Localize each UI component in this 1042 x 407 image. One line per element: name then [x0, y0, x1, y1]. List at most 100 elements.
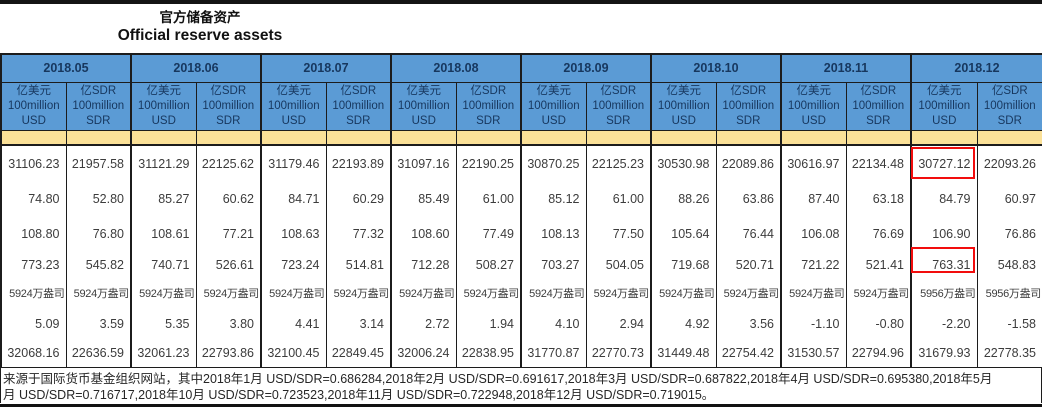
data-cell: -2.20 [910, 307, 978, 340]
band-cell [390, 130, 457, 146]
unit-usd-header-cell: 亿美元 100million USD [130, 82, 197, 131]
data-cell: 85.12 [520, 181, 587, 216]
table-row: 5.09 3.59 5.35 3.80 4.41 3.14 2.72 1.94 4.10 2.94… [0, 307, 1042, 340]
table-row: 5924万盎司 5924万盎司 5924万盎司 5924万盎司 5924万盎司 5924万… [0, 279, 1042, 307]
data-cell: 22794.96 [845, 340, 912, 367]
data-cell: 31106.23 [0, 145, 67, 181]
band-cell [260, 130, 327, 146]
top-crop-strip [0, 0, 1042, 4]
data-cell: 108.63 [260, 216, 327, 251]
unit-sdr-header-cell: 亿SDR 100million SDR [585, 82, 652, 131]
band-cell [455, 130, 522, 146]
data-cell: 76.69 [845, 216, 912, 251]
unit-usd-header-cell: 亿美元 100million USD [910, 82, 978, 131]
data-cell: 22770.73 [585, 340, 652, 367]
data-cell: 63.18 [845, 181, 912, 216]
unit-usd-header-cell: 亿美元 100million USD [0, 82, 67, 131]
data-cell: 76.80 [65, 216, 132, 251]
data-cell: 31770.87 [520, 340, 587, 367]
data-cell: 31679.93 [910, 340, 978, 367]
data-cell: 526.61 [195, 251, 262, 279]
unit-sdr-header-cell: 亿SDR 100million SDR [325, 82, 392, 131]
data-cell: 5956万盎司 [910, 279, 978, 307]
unit-usd-header-cell: 亿美元 100million USD [260, 82, 327, 131]
data-cell: 5956万盎司 [976, 279, 1042, 307]
data-cell: 723.24 [260, 251, 327, 279]
data-cell: 31097.16 [390, 145, 457, 181]
data-cell: 74.80 [0, 181, 67, 216]
band-cell [845, 130, 912, 146]
month-header-2018-12: 2018.12 [910, 54, 1042, 83]
data-cell: 504.05 [585, 251, 652, 279]
data-cell: 31179.46 [260, 145, 327, 181]
page-title: 官方储备资产 Official reserve assets [0, 4, 1042, 53]
data-cell: 84.79 [910, 181, 978, 216]
data-cell: 3.14 [325, 307, 392, 340]
data-cell: 77.49 [455, 216, 522, 251]
month-header-2018-09: 2018.09 [520, 54, 652, 83]
data-cell: 52.80 [65, 181, 132, 216]
data-cell: 548.83 [976, 251, 1042, 279]
data-cell: 77.50 [585, 216, 652, 251]
data-cell: 508.27 [455, 251, 522, 279]
data-cell: 22754.42 [715, 340, 782, 367]
footnote-line-1: 来源于国际货币基金组织网站，其中2018年1月 USD/SDR=0.686284… [3, 371, 993, 386]
data-cell: 21957.58 [65, 145, 132, 181]
table-row: 773.23 545.82 740.71 526.61 723.24 514.81 712.… [0, 251, 1042, 279]
data-cell: 108.13 [520, 216, 587, 251]
data-cell: 5924万盎司 [130, 279, 197, 307]
data-cell: 31449.48 [650, 340, 717, 367]
data-cell: 108.61 [130, 216, 197, 251]
band-cell [910, 130, 978, 146]
data-cell: -0.80 [845, 307, 912, 340]
data-cell: 61.00 [585, 181, 652, 216]
data-cell: 22125.62 [195, 145, 262, 181]
data-cell: 31121.29 [130, 145, 197, 181]
table-row: 31106.23 21957.58 31121.29 22125.62 31179.46… [0, 145, 1042, 181]
unit-sdr-header-cell: 亿SDR 100million SDR [455, 82, 522, 131]
data-cell: 2.72 [390, 307, 457, 340]
unit-usd-header-cell: 亿美元 100million USD [650, 82, 717, 131]
table-row: 74.80 52.80 85.27 60.62 84.71 60.29 85.49 61.00… [0, 181, 1042, 216]
unit-usd-header-cell: 亿美元 100million USD [390, 82, 457, 131]
data-cell: 22190.25 [455, 145, 522, 181]
unit-sdr-header-cell: 亿SDR 100million SDR [976, 82, 1042, 131]
data-cell: 105.64 [650, 216, 717, 251]
data-cell: 60.97 [976, 181, 1042, 216]
data-cell: 5.35 [130, 307, 197, 340]
data-cell: 22778.35 [976, 340, 1042, 367]
data-cell: 5924万盎司 [455, 279, 522, 307]
band-cell [976, 130, 1042, 146]
data-cell: 22849.45 [325, 340, 392, 367]
yellow-band-row [0, 130, 1042, 146]
month-header-2018-07: 2018.07 [260, 54, 392, 83]
data-cell: -1.58 [976, 307, 1042, 340]
month-header-2018-10: 2018.10 [650, 54, 782, 83]
data-cell: 30616.97 [780, 145, 847, 181]
data-cell: 521.41 [845, 251, 912, 279]
data-cell: 84.71 [260, 181, 327, 216]
band-cell [650, 130, 717, 146]
band-cell [195, 130, 262, 146]
data-cell: 87.40 [780, 181, 847, 216]
data-cell: 30727.12 [910, 145, 978, 181]
data-cell: 77.21 [195, 216, 262, 251]
data-cell: 5924万盎司 [845, 279, 912, 307]
data-cell: 32061.23 [130, 340, 197, 367]
data-cell: 85.49 [390, 181, 457, 216]
data-cell: 719.68 [650, 251, 717, 279]
reserve-assets-table: 2018.05 2018.06 2018.07 2018.08 2018.09 2018.… [0, 53, 1042, 368]
data-cell: 520.71 [715, 251, 782, 279]
data-cell: -1.10 [780, 307, 847, 340]
data-cell: 32068.16 [0, 340, 67, 367]
data-cell: 5924万盎司 [0, 279, 67, 307]
unit-usd-header-cell: 亿美元 100million USD [520, 82, 587, 131]
data-cell: 30870.25 [520, 145, 587, 181]
data-cell: 5924万盎司 [195, 279, 262, 307]
data-cell: 22089.86 [715, 145, 782, 181]
data-cell: 22134.48 [845, 145, 912, 181]
data-cell: 4.10 [520, 307, 587, 340]
data-cell: 5924万盎司 [260, 279, 327, 307]
band-cell [130, 130, 197, 146]
band-cell [325, 130, 392, 146]
